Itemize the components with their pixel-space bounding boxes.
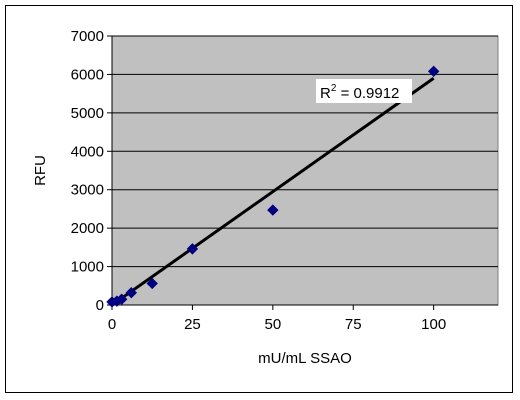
data-point-6: [267, 204, 279, 216]
data-point-3: [125, 286, 138, 299]
y-tick-label-6000: 6000: [71, 66, 104, 83]
y-tick-label-7000: 7000: [71, 28, 104, 45]
annotation-background: [316, 79, 412, 103]
x-tick-label-100: 100: [421, 316, 446, 333]
x-axis-title: mU/mL SSAO: [258, 350, 352, 367]
annotation-text: R2 = 0.9912: [320, 83, 399, 102]
y-tick-label-3000: 3000: [71, 182, 104, 199]
trendline-group: [111, 77, 435, 307]
y-tick-label-2000: 2000: [71, 220, 104, 237]
y-tick-label-5000: 5000: [71, 105, 104, 122]
annotation-suffix: = 0.9912: [336, 85, 399, 102]
annotation-prefix: R: [320, 85, 331, 102]
data-point-2: [115, 293, 128, 305]
r-squared-annotation: R2 = 0.9912: [316, 79, 412, 103]
trendline: [111, 77, 435, 307]
y-tick-label-4000: 4000: [71, 143, 104, 160]
x-tick-label-0: 0: [108, 316, 116, 333]
data-point-4: [146, 277, 158, 290]
x-tick-label-25: 25: [184, 316, 201, 333]
x-axis-ticks: 0 25 50 75 100: [108, 305, 446, 333]
y-axis-ticks: 0 1000 2000 3000 4000 5000 6000 7000: [71, 28, 112, 314]
x-tick-label-50: 50: [264, 316, 281, 333]
data-point-5: [186, 243, 199, 255]
data-points: [106, 65, 440, 308]
y-tick-label-0: 0: [96, 297, 104, 314]
y-axis-title: RFU: [32, 155, 49, 186]
annotation-superscript: 2: [331, 83, 337, 94]
y-tick-label-1000: 1000: [71, 259, 104, 276]
x-tick-label-75: 75: [345, 316, 362, 333]
data-point-7: [427, 65, 440, 78]
